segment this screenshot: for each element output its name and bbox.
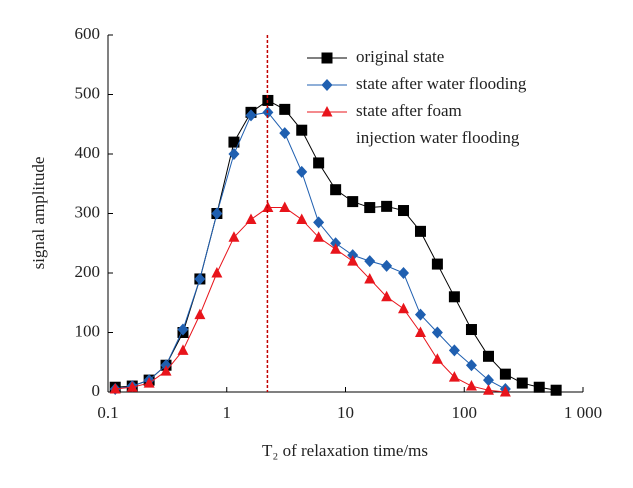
marker <box>228 136 240 148</box>
legend-label: state after water flooding <box>356 74 527 93</box>
marker <box>279 103 291 115</box>
y-tick-label: 600 <box>75 24 101 43</box>
marker <box>296 124 308 136</box>
marker <box>482 350 494 362</box>
marker <box>414 225 426 237</box>
marker <box>228 231 240 242</box>
legend-marker <box>321 52 333 64</box>
marker <box>194 272 206 285</box>
marker <box>177 323 189 336</box>
marker <box>330 184 342 196</box>
marker <box>211 267 223 278</box>
marker <box>279 201 291 213</box>
y-tick-label: 0 <box>92 381 101 400</box>
marker <box>364 202 376 214</box>
marker <box>313 216 325 229</box>
marker <box>211 207 223 220</box>
marker <box>431 258 443 270</box>
legend-label: state after foam injection water flooding <box>356 101 520 147</box>
marker <box>550 384 562 396</box>
x-tick-label: 10 <box>337 403 354 422</box>
marker <box>482 384 494 395</box>
marker <box>448 344 460 357</box>
y-tick-label: 300 <box>75 202 101 221</box>
marker <box>516 377 528 389</box>
marker <box>143 377 155 388</box>
marker <box>448 291 460 303</box>
marker <box>109 383 121 394</box>
marker <box>364 255 376 268</box>
marker <box>465 324 477 336</box>
y-tick-label: 200 <box>75 262 101 281</box>
marker <box>381 259 393 272</box>
marker <box>364 272 376 284</box>
marker <box>482 374 494 387</box>
legend-marker <box>321 79 333 91</box>
marker <box>194 308 206 320</box>
marker <box>279 127 291 140</box>
x-tick-label: 100 <box>452 403 478 422</box>
y-tick-label: 400 <box>75 143 101 162</box>
marker <box>431 326 443 339</box>
marker <box>296 165 308 178</box>
marker <box>533 381 545 393</box>
marker <box>465 380 477 391</box>
marker <box>296 213 308 224</box>
series-line <box>115 111 506 390</box>
marker <box>499 368 511 380</box>
legend-marker <box>321 106 333 117</box>
marker <box>160 365 172 376</box>
marker <box>313 231 325 242</box>
marker <box>245 109 257 122</box>
marker <box>398 267 410 279</box>
marker <box>414 326 426 337</box>
series-line <box>115 207 506 393</box>
marker <box>245 213 257 224</box>
marker <box>313 157 325 169</box>
y-tick-label: 500 <box>75 83 101 102</box>
marker <box>499 386 511 397</box>
marker <box>465 359 477 372</box>
marker <box>414 308 426 321</box>
marker <box>398 205 410 217</box>
x-tick-label: 1 <box>223 403 232 422</box>
marker <box>228 148 240 160</box>
marker <box>347 255 359 266</box>
x-tick-label: 0.1 <box>97 403 118 422</box>
marker <box>431 353 443 364</box>
y-tick-label: 100 <box>75 321 101 340</box>
x-tick-label: 1 000 <box>564 403 602 422</box>
marker <box>448 371 460 382</box>
legend-label: original state <box>356 47 444 66</box>
x-axis-title: T₂ of relaxation time/ms <box>262 441 428 460</box>
marker <box>381 200 393 212</box>
marker <box>177 344 189 355</box>
marker <box>126 381 138 392</box>
marker <box>330 243 342 254</box>
marker <box>347 196 359 208</box>
marker <box>381 290 393 302</box>
marker <box>398 302 410 314</box>
y-axis-title: signal amplitude <box>29 157 48 270</box>
